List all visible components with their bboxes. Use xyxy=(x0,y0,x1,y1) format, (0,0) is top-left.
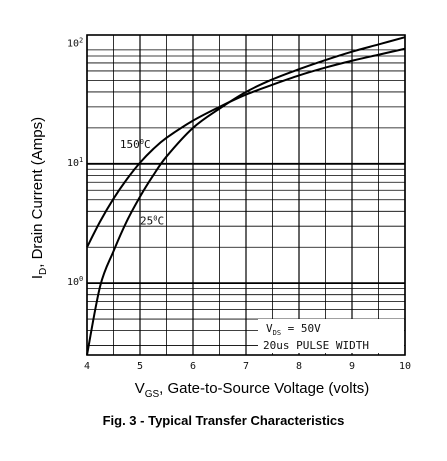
series-label-25c: 250C xyxy=(140,215,164,228)
plot-frame xyxy=(86,34,406,356)
y-tick-label: 100 xyxy=(67,275,83,288)
y-tick-labels: 100 101 102 xyxy=(67,36,83,288)
grid xyxy=(86,35,406,355)
svg-text:250C: 250C xyxy=(140,215,164,228)
conditions-annotation: VDS = 50V 20us PULSE WIDTH xyxy=(258,319,404,353)
annotation-pulse-width: 20us PULSE WIDTH xyxy=(263,339,369,352)
series-label-150c: 1500C xyxy=(120,138,151,151)
x-tick-label: 8 xyxy=(296,361,302,372)
series-line-150c xyxy=(86,47,406,248)
y-tick-label: 102 xyxy=(67,36,83,49)
series-line-25c xyxy=(86,36,406,356)
y-axis-title: ID, Drain Current (Amps) xyxy=(29,117,49,279)
x-tick-label: 6 xyxy=(190,361,196,372)
x-axis-title: VGS, Gate-to-Source Voltage (volts) xyxy=(135,380,370,400)
transfer-characteristics-chart: VDS = 50V 20us PULSE WIDTH 1500C 250C 4 5… xyxy=(29,34,411,400)
x-tick-label: 5 xyxy=(137,361,143,372)
x-tick-label: 4 xyxy=(84,361,90,372)
x-tick-label: 7 xyxy=(243,361,249,372)
series-layer xyxy=(86,36,406,356)
svg-text:1500C: 1500C xyxy=(120,138,151,151)
x-tick-label: 10 xyxy=(399,361,411,372)
x-tick-label: 9 xyxy=(349,361,355,372)
figure-caption: Fig. 3 - Typical Transfer Characteristic… xyxy=(102,413,345,428)
x-tick-labels: 4 5 6 7 8 9 10 xyxy=(84,361,411,372)
y-tick-label: 101 xyxy=(67,156,83,169)
annotation-vds: VDS = 50V xyxy=(266,322,321,337)
